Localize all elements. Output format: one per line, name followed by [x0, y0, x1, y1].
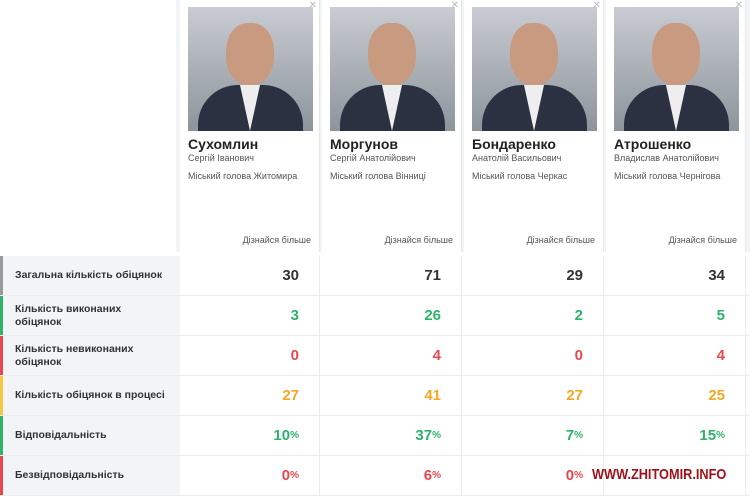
candidate-given-name: Владислав Анатолійович: [614, 153, 719, 163]
value-cell: 4: [322, 336, 462, 375]
candidate-card[interactable]: ✕ Бондаренко Анатолій Васильович Міський…: [464, 0, 604, 252]
row-label: Кількість невиконаних обіцянок: [0, 336, 180, 375]
candidate-given-name: Анатолій Васильович: [472, 153, 562, 163]
value-cell: 3: [180, 296, 320, 335]
value: 3: [290, 307, 299, 324]
unit: %: [290, 470, 299, 481]
learn-more-link[interactable]: Дізнайся більше: [384, 235, 453, 245]
value: 15: [699, 427, 717, 444]
value-cell: 2: [464, 296, 604, 335]
value: 34: [708, 267, 725, 284]
row-label: Загальна кількість обіцянок: [0, 256, 180, 295]
close-icon[interactable]: ✕: [308, 0, 317, 11]
value-cell: 0%: [464, 456, 604, 495]
value-cell: 15%: [606, 416, 746, 455]
value-cell: 30: [180, 256, 320, 295]
candidate-photo[interactable]: [614, 7, 739, 131]
candidate-surname: Сухомлин: [188, 136, 259, 152]
close-icon[interactable]: ✕: [734, 0, 743, 11]
unit: %: [574, 430, 583, 441]
value: 0: [290, 347, 299, 364]
table-row: Кількість обіцянок в процесі 27 41 27 25: [0, 376, 750, 416]
value-cell: 7%: [464, 416, 604, 455]
value: 4: [716, 347, 725, 364]
value-cell: [606, 456, 746, 495]
table-row: Відповідальність 10% 37% 7% 15%: [0, 416, 750, 456]
value-cell: 0: [464, 336, 604, 375]
candidate-photo[interactable]: [188, 7, 313, 131]
value: 5: [716, 307, 725, 324]
corner-blank: [0, 0, 176, 252]
value-cell: 27: [464, 376, 604, 415]
unit: %: [574, 470, 583, 481]
row-label: Безвідповідальність: [0, 456, 180, 495]
candidate-card[interactable]: ✕ Атрошенко Владислав Анатолійович Міськ…: [606, 0, 746, 252]
learn-more-link[interactable]: Дізнайся більше: [526, 235, 595, 245]
candidate-surname: Бондаренко: [472, 136, 556, 152]
value-cell: 25: [606, 376, 746, 415]
candidate-surname: Моргунов: [330, 136, 398, 152]
close-icon[interactable]: ✕: [592, 0, 601, 11]
value: 26: [424, 307, 441, 324]
value: 29: [566, 267, 583, 284]
value: 6: [423, 467, 433, 484]
unit: %: [716, 430, 725, 441]
value-cell: 29: [464, 256, 604, 295]
value: 7: [565, 427, 575, 444]
value-cell: 27: [180, 376, 320, 415]
value: 4: [432, 347, 441, 364]
value: 0: [574, 347, 583, 364]
unit: %: [432, 430, 441, 441]
unit: %: [432, 470, 441, 481]
value-cell: 10%: [180, 416, 320, 455]
value: 71: [424, 267, 441, 284]
unit: %: [290, 430, 299, 441]
value: 27: [282, 387, 299, 404]
value-cell: 0: [180, 336, 320, 375]
candidate-role: Міський голова Черкас: [472, 171, 568, 181]
value: 30: [282, 267, 299, 284]
learn-more-link[interactable]: Дізнайся більше: [668, 235, 737, 245]
value: 2: [574, 307, 583, 324]
candidate-card[interactable]: ✕ Моргунов Сергій Анатолійович Міський г…: [322, 0, 462, 252]
row-label: Відповідальність: [0, 416, 180, 455]
row-label: Кількість обіцянок в процесі: [0, 376, 180, 415]
value-cell: 4: [606, 336, 746, 375]
candidate-given-name: Сергій Іванович: [188, 153, 254, 163]
candidate-role: Міський голова Чернігова: [614, 171, 721, 181]
candidate-surname: Атрошенко: [614, 136, 692, 152]
table-row: Кількість виконаних обіцянок 3 26 2 5: [0, 296, 750, 336]
candidate-photo[interactable]: [330, 7, 455, 131]
value-cell: 0%: [180, 456, 320, 495]
row-label: Кількість виконаних обіцянок: [0, 296, 180, 335]
table-row: Загальна кількість обіцянок 30 71 29 34: [0, 256, 750, 296]
value-cell: 34: [606, 256, 746, 295]
value-cell: 5: [606, 296, 746, 335]
watermark: WWW.ZHITOMIR.INFO: [592, 466, 727, 483]
value: 0: [281, 467, 291, 484]
value: 25: [708, 387, 725, 404]
value: 10: [273, 427, 291, 444]
candidate-role: Міський голова Вінниці: [330, 171, 426, 181]
candidate-photo[interactable]: [472, 7, 597, 131]
value-cell: 26: [322, 296, 462, 335]
value-cell: 37%: [322, 416, 462, 455]
table-row: Кількість невиконаних обіцянок 0 4 0 4: [0, 336, 750, 376]
close-icon[interactable]: ✕: [450, 0, 459, 11]
candidate-given-name: Сергій Анатолійович: [330, 153, 416, 163]
value-cell: 71: [322, 256, 462, 295]
value: 41: [424, 387, 441, 404]
value-cell: 41: [322, 376, 462, 415]
value: 37: [415, 427, 433, 444]
value: 0: [565, 467, 575, 484]
candidate-role: Міський голова Житомира: [188, 171, 298, 181]
learn-more-link[interactable]: Дізнайся більше: [242, 235, 311, 245]
value-cell: 6%: [322, 456, 462, 495]
candidate-card[interactable]: ✕ Сухомлин Сергій Іванович Міський голов…: [180, 0, 320, 252]
value: 27: [566, 387, 583, 404]
